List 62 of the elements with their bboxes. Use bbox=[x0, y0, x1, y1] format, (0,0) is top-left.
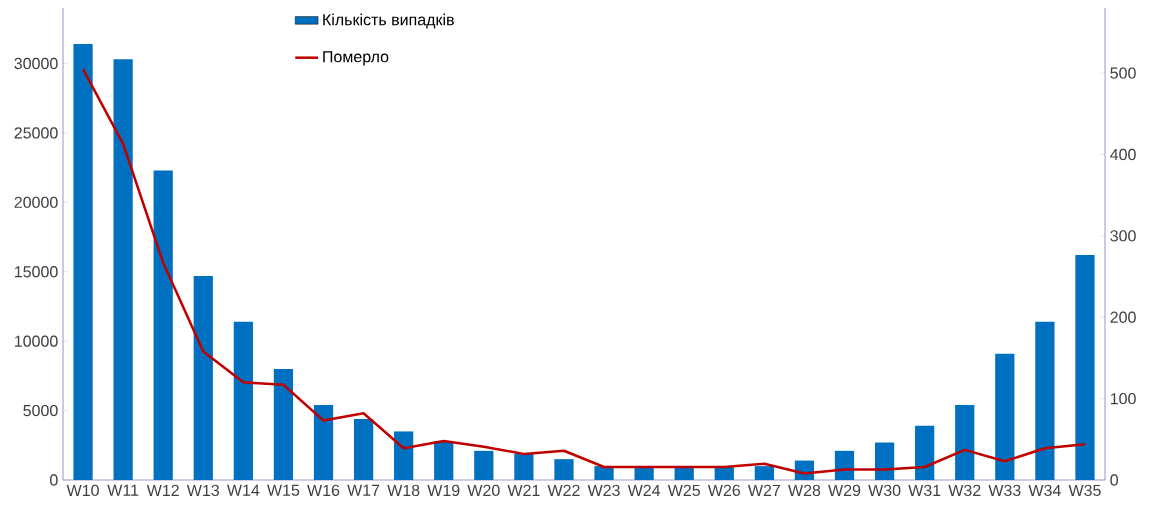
x-tick-label: W22 bbox=[547, 484, 580, 496]
y-tick-label: 20000 bbox=[14, 196, 58, 209]
bar bbox=[1035, 321, 1055, 480]
x-tick-label: W24 bbox=[627, 484, 661, 496]
bar bbox=[554, 459, 574, 480]
y-tick-label: 10000 bbox=[15, 335, 58, 347]
bar bbox=[955, 405, 975, 480]
y-tick-label: 25000 bbox=[14, 127, 58, 139]
x-tick-label: W23 bbox=[587, 484, 620, 497]
bar bbox=[514, 453, 534, 480]
x-tick-label: W30 bbox=[868, 484, 901, 497]
legend-label: Кількість випадків bbox=[323, 13, 454, 29]
y-tick-label: 0 bbox=[50, 474, 58, 486]
y-tick-label: 15000 bbox=[15, 266, 58, 278]
bar bbox=[273, 368, 294, 480]
x-tick-label: W10 bbox=[66, 484, 99, 497]
y2-tick-label: 0 bbox=[1110, 474, 1118, 486]
bar bbox=[113, 59, 133, 480]
x-tick-label: W31 bbox=[908, 484, 941, 497]
x-tick-label: W13 bbox=[186, 484, 220, 497]
x-tick-label: W15 bbox=[267, 484, 300, 496]
x-tick-label: W29 bbox=[828, 484, 861, 497]
x-tick-label: W35 bbox=[1068, 484, 1101, 497]
bar bbox=[353, 418, 374, 480]
x-tick-label: W12 bbox=[146, 484, 179, 496]
legend-label: Померло bbox=[323, 51, 389, 66]
y2-tick-label: 200 bbox=[1110, 311, 1136, 323]
bar bbox=[233, 321, 253, 480]
x-tick-label: W17 bbox=[347, 484, 380, 496]
bar bbox=[474, 450, 494, 480]
y-tick-label: 30000 bbox=[14, 57, 58, 70]
x-tick-label: W34 bbox=[1028, 484, 1061, 497]
x-tick-label: W20 bbox=[467, 484, 500, 497]
y2-tick-label: 300 bbox=[1110, 230, 1136, 242]
x-tick-label: W26 bbox=[707, 484, 741, 497]
bar bbox=[394, 431, 414, 480]
x-tick-label: W27 bbox=[747, 484, 780, 496]
bar bbox=[874, 442, 895, 480]
x-tick-label: W25 bbox=[667, 484, 700, 497]
x-tick-label: W32 bbox=[948, 484, 981, 497]
bar bbox=[313, 405, 334, 480]
bar bbox=[1075, 255, 1095, 480]
bar bbox=[193, 275, 213, 480]
bar bbox=[594, 466, 614, 480]
x-tick-label: W16 bbox=[307, 484, 340, 497]
y2-tick-label: 500 bbox=[1110, 67, 1136, 79]
x-tick-label: W28 bbox=[788, 484, 821, 497]
bar bbox=[915, 425, 935, 480]
x-tick-label: W18 bbox=[387, 484, 420, 497]
x-tick-label: W11 bbox=[107, 484, 139, 496]
x-tick-label: W21 bbox=[507, 484, 540, 496]
x-tick-label: W33 bbox=[988, 484, 1021, 497]
bar bbox=[434, 441, 454, 480]
x-tick-label: W14 bbox=[226, 484, 260, 496]
bar bbox=[995, 353, 1015, 480]
x-tick-label: W19 bbox=[427, 484, 460, 497]
y2-tick-label: 100 bbox=[1110, 392, 1136, 405]
y2-tick-label: 400 bbox=[1110, 148, 1136, 161]
bar bbox=[153, 170, 173, 480]
bar bbox=[754, 466, 774, 480]
y-tick-label: 5000 bbox=[23, 404, 58, 417]
bar bbox=[73, 44, 93, 480]
